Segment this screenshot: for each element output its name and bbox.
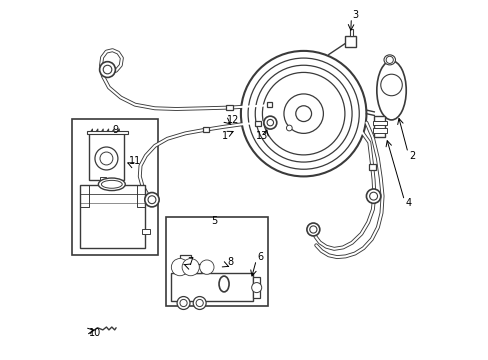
Bar — [175, 264, 185, 273]
Circle shape — [266, 120, 273, 126]
Circle shape — [100, 152, 113, 165]
Circle shape — [306, 223, 319, 236]
Bar — [372, 121, 386, 126]
Text: 12: 12 — [226, 115, 239, 125]
Circle shape — [172, 260, 187, 274]
Circle shape — [196, 300, 203, 307]
Circle shape — [148, 196, 156, 204]
Circle shape — [100, 62, 115, 77]
Ellipse shape — [219, 276, 228, 292]
Circle shape — [103, 65, 112, 74]
Circle shape — [241, 51, 366, 176]
Circle shape — [286, 125, 292, 131]
Circle shape — [183, 260, 198, 274]
Bar — [344, 36, 355, 47]
Bar — [368, 164, 375, 170]
Bar — [100, 177, 105, 181]
Bar — [72, 119, 158, 255]
Circle shape — [284, 94, 323, 134]
Text: 1: 1 — [221, 131, 227, 141]
Bar — [255, 121, 261, 126]
Bar — [372, 129, 386, 133]
Circle shape — [177, 297, 190, 310]
Circle shape — [380, 74, 402, 96]
Circle shape — [144, 193, 159, 207]
Text: 9: 9 — [112, 125, 118, 135]
Bar — [171, 273, 253, 301]
Ellipse shape — [101, 180, 122, 188]
Text: 3: 3 — [352, 10, 358, 20]
Text: 7: 7 — [187, 257, 193, 267]
Text: 10: 10 — [88, 328, 101, 338]
Circle shape — [251, 283, 261, 293]
Circle shape — [171, 258, 188, 276]
Circle shape — [95, 147, 118, 170]
Bar — [373, 116, 384, 137]
Bar — [349, 29, 352, 36]
Bar — [266, 102, 272, 107]
Circle shape — [203, 264, 210, 270]
Text: 5: 5 — [210, 216, 217, 226]
Circle shape — [386, 56, 392, 63]
Text: 6: 6 — [257, 252, 263, 262]
Circle shape — [247, 58, 359, 169]
Circle shape — [199, 260, 214, 274]
Bar — [87, 131, 127, 134]
Circle shape — [187, 264, 194, 271]
Bar — [226, 105, 232, 111]
Text: 13: 13 — [255, 131, 267, 141]
Ellipse shape — [383, 55, 395, 65]
Circle shape — [176, 264, 183, 271]
Circle shape — [182, 258, 199, 276]
Bar — [80, 185, 144, 248]
Text: 2: 2 — [408, 150, 415, 161]
Bar — [253, 277, 260, 298]
Circle shape — [366, 189, 380, 203]
Circle shape — [309, 226, 316, 233]
Bar — [202, 127, 208, 132]
Ellipse shape — [98, 178, 125, 190]
Text: 11: 11 — [129, 156, 141, 166]
Circle shape — [255, 65, 351, 162]
Bar — [88, 134, 124, 180]
Circle shape — [180, 300, 187, 307]
Circle shape — [369, 192, 377, 200]
Circle shape — [193, 297, 206, 310]
Circle shape — [262, 72, 344, 155]
Text: 4: 4 — [405, 198, 411, 208]
Circle shape — [201, 261, 212, 273]
Ellipse shape — [376, 61, 406, 120]
Circle shape — [295, 106, 311, 122]
Bar — [190, 264, 201, 273]
Bar — [142, 229, 150, 234]
Circle shape — [264, 116, 276, 129]
Text: 8: 8 — [226, 257, 233, 267]
Bar — [165, 217, 267, 306]
